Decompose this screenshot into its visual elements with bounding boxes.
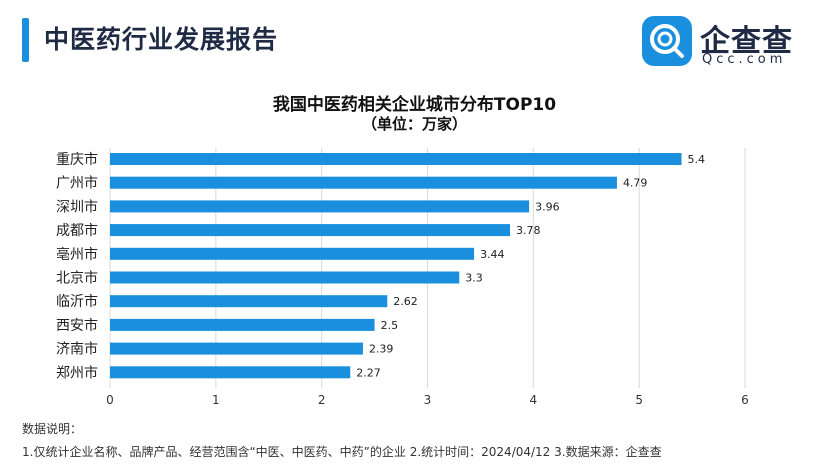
category-label: 郑州市 bbox=[56, 364, 98, 381]
category-label: 亳州市 bbox=[56, 246, 98, 263]
x-tick-label: 1 bbox=[212, 393, 220, 407]
value-label: 2.62 bbox=[393, 295, 418, 308]
brand-domain: Qcc.com bbox=[702, 52, 787, 67]
bar bbox=[110, 318, 375, 331]
bar bbox=[110, 295, 388, 308]
bar bbox=[110, 247, 475, 260]
category-label: 北京市 bbox=[56, 270, 98, 287]
x-tick-label: 4 bbox=[530, 393, 538, 407]
x-tick-label: 6 bbox=[741, 393, 749, 407]
bar bbox=[110, 342, 363, 355]
value-label: 2.5 bbox=[381, 319, 399, 332]
bar bbox=[110, 271, 460, 284]
value-label: 3.78 bbox=[516, 224, 541, 237]
category-label: 成都市 bbox=[56, 222, 98, 239]
bar bbox=[110, 366, 351, 379]
value-label: 3.96 bbox=[535, 200, 560, 213]
value-label: 3.3 bbox=[465, 272, 483, 285]
notes-heading: 数据说明： bbox=[22, 422, 83, 436]
value-label: 2.27 bbox=[356, 366, 381, 379]
qcc-logo-icon bbox=[642, 16, 692, 66]
category-label: 重庆市 bbox=[56, 151, 98, 168]
chart-subtitle: （单位：万家） bbox=[361, 115, 467, 133]
x-tick-label: 3 bbox=[424, 393, 432, 407]
x-tick-label: 0 bbox=[106, 393, 114, 407]
value-label: 2.39 bbox=[369, 343, 394, 356]
category-label: 深圳市 bbox=[56, 198, 98, 215]
category-label: 广州市 bbox=[56, 175, 98, 192]
bar bbox=[110, 224, 511, 237]
x-tick-label: 2 bbox=[318, 393, 326, 407]
bar bbox=[110, 176, 617, 189]
chart-title: 我国中医药相关企业城市分布TOP10 bbox=[272, 95, 557, 115]
header-accent-bar bbox=[22, 18, 29, 62]
value-label: 5.4 bbox=[688, 153, 706, 166]
x-tick-label: 5 bbox=[635, 393, 643, 407]
category-label: 临沂市 bbox=[56, 293, 98, 310]
brand-logo: 企查查 Qcc.com bbox=[642, 16, 812, 70]
value-label: 3.44 bbox=[480, 248, 505, 261]
bar bbox=[110, 153, 682, 165]
brand-name: 企查查 bbox=[700, 24, 793, 59]
bar bbox=[110, 200, 530, 213]
report-title: 中医药行业发展报告 bbox=[44, 25, 279, 54]
category-label: 济南市 bbox=[56, 341, 98, 358]
notes-text: 1.仅统计企业名称、品牌产品、经营范围含“中医、中医药、中药”的企业 2.统计时… bbox=[22, 445, 662, 459]
category-label: 西安市 bbox=[56, 317, 98, 334]
value-label: 4.79 bbox=[623, 177, 648, 190]
